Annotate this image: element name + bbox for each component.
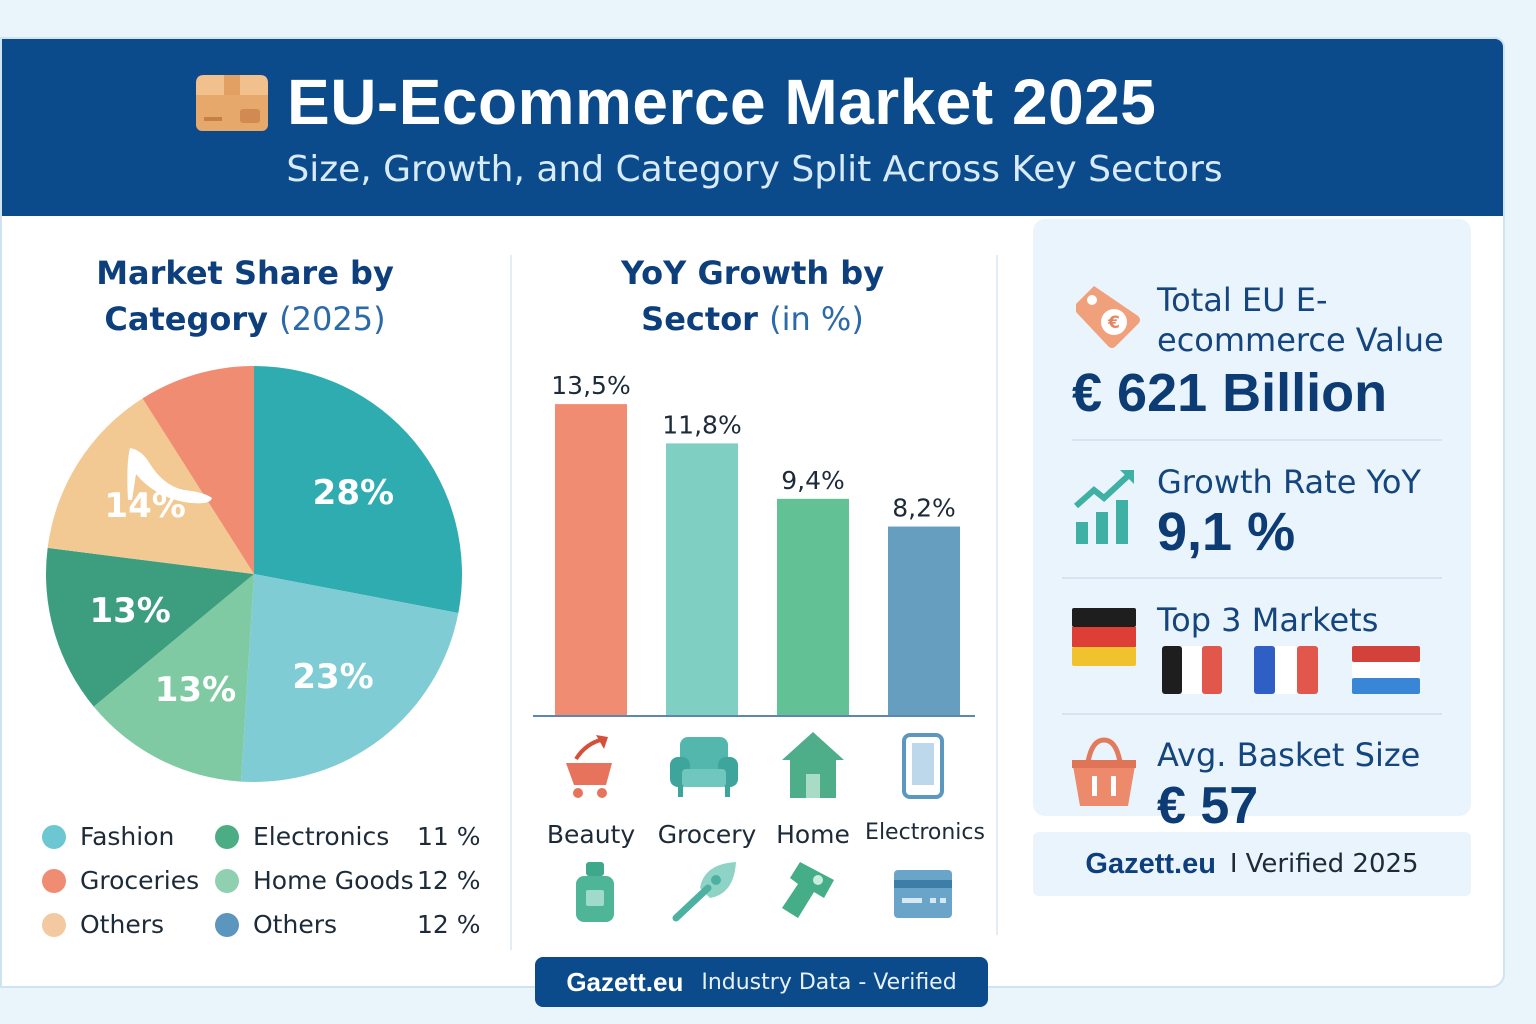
legend-label: Others: [253, 910, 338, 939]
pie-slice-6: [142, 366, 254, 574]
verified-separator: I: [1229, 849, 1238, 879]
legend-label: Fashion: [80, 822, 175, 851]
leaf-tool-icon: [672, 862, 736, 922]
total-value: € 621 Billion: [1072, 363, 1388, 423]
legend-item-4: Electronics: [215, 822, 389, 851]
house-icon: [782, 732, 844, 798]
legend-item-6: Others: [215, 910, 337, 939]
pie-slice-4: [46, 547, 254, 707]
bar-beauty: [555, 404, 627, 716]
bar-title-line1: YoY Growth by: [620, 254, 885, 292]
kpi-divider-3: [1062, 713, 1442, 715]
shopping-basket-icon: [1072, 737, 1136, 806]
drill-tool-icon: [782, 862, 834, 918]
legend-swatch: [42, 912, 66, 937]
armchair-icon: [670, 737, 738, 797]
legend-label: Others: [80, 910, 165, 939]
legend-value-4: 11 %: [417, 822, 481, 851]
germany-flag-icon: [1072, 608, 1136, 666]
pie-title-line1: Market Share by: [96, 254, 394, 292]
high-heel-shoe-icon: [127, 448, 212, 504]
perfume-bottle-icon: [576, 862, 614, 922]
sector-label-electronics: Electronics: [865, 820, 985, 845]
france-flag-icon: [1254, 646, 1318, 694]
header-banner: EU-Ecommerce Market 2025 Size, Growth, a…: [2, 39, 1503, 216]
pie-slice-label-1: 28%: [313, 473, 394, 513]
basket-size-label: Avg. Basket Size: [1157, 736, 1421, 774]
page-title: EU-Ecommerce Market 2025: [287, 66, 1157, 138]
netherlands-flag-icon: [1352, 646, 1420, 694]
sector-label-beauty: Beauty: [546, 820, 636, 849]
pie-slice-2: [240, 574, 459, 782]
legend-item-3: Others: [42, 910, 164, 939]
pie-title-year: (2025): [279, 300, 386, 338]
pie-slice-label-3: 13%: [155, 670, 236, 710]
verified-text: Verified 2025: [1245, 849, 1419, 879]
legend-swatch: [215, 868, 239, 893]
total-value-label: Total EU E-ecommerce Value: [1157, 281, 1444, 359]
legend-swatch: [42, 824, 66, 849]
growth-rate-label: Growth Rate YoY: [1157, 463, 1421, 501]
legend-swatch: [215, 912, 239, 937]
verified-box: Gazett.eu I Verified 2025: [1033, 832, 1471, 896]
legend-swatch: [215, 824, 239, 849]
panel-divider-left: [510, 255, 512, 950]
legend-value-5: 12 %: [417, 866, 481, 895]
pie-slice-label-4: 13%: [89, 591, 170, 631]
shopping-cart-growth-icon: [566, 735, 612, 798]
bar-title-line2: Sector: [641, 300, 758, 338]
bar-value-label-2: 11,8%: [662, 410, 741, 439]
market-share-pie-chart: 28%23%13%13%14%: [46, 366, 462, 782]
belgium-flag-icon: [1162, 646, 1222, 694]
legend-label: Home Goods: [253, 866, 414, 895]
pie-chart-title: Market Share by Category (2025): [40, 250, 450, 342]
bar-value-label-3: 9,4%: [781, 466, 845, 495]
sector-label-grocery: Grocery: [657, 820, 757, 849]
bar-value-label-4: 8,2%: [892, 494, 956, 523]
footer-brand: Gazett.eu: [566, 966, 684, 997]
footer-badge: Gazett.eu Industry Data - Verified: [535, 957, 988, 1007]
growth-chart-icon: [1074, 470, 1134, 544]
legend-label: Groceries: [80, 866, 200, 895]
footer-text: Industry Data - Verified: [701, 969, 957, 995]
verified-brand: Gazett.eu: [1085, 847, 1216, 880]
bar-electronics: [888, 526, 960, 716]
svg-text:€: €: [1107, 313, 1120, 333]
pie-slice-3: [93, 574, 254, 782]
bar-value-label-1: 13,5%: [551, 371, 630, 400]
yoy-growth-bar-chart: 13,5% 11,8% 9,4% 8,2%: [533, 371, 975, 717]
panel-divider-right: [996, 255, 998, 935]
legend-item-1: Fashion: [42, 822, 174, 851]
kpi-divider-2: [1062, 577, 1442, 579]
legend-swatch: [42, 868, 66, 893]
bar-home: [777, 498, 849, 716]
bar-grocery: [666, 443, 738, 716]
legend-label: Electronics: [253, 822, 390, 851]
top-markets-label: Top 3 Markets: [1157, 601, 1379, 639]
legend-item-2: Groceries: [42, 866, 199, 895]
basket-size-value: € 57: [1157, 777, 1259, 835]
credit-card-icon: [894, 870, 952, 918]
legend-value-6: 12 %: [417, 910, 481, 939]
bar-title-unit: (in %): [769, 300, 864, 338]
growth-rate-value: 9,1 %: [1157, 502, 1296, 562]
euro-price-tag-icon: €: [1076, 286, 1140, 348]
kpi-divider-1: [1072, 439, 1442, 441]
legend-item-5: Home Goods: [215, 866, 414, 895]
sector-label-home: Home: [776, 820, 850, 849]
pie-title-line2: Category: [104, 300, 269, 338]
smartphone-icon: [902, 733, 944, 799]
pie-slice-1: [254, 366, 462, 613]
package-box-icon: [196, 75, 268, 131]
page-subtitle: Size, Growth, and Category Split Across …: [286, 149, 1223, 190]
bar-chart-title: YoY Growth by Sector (in %): [540, 250, 965, 342]
pie-slice-label-2: 23%: [292, 657, 373, 697]
